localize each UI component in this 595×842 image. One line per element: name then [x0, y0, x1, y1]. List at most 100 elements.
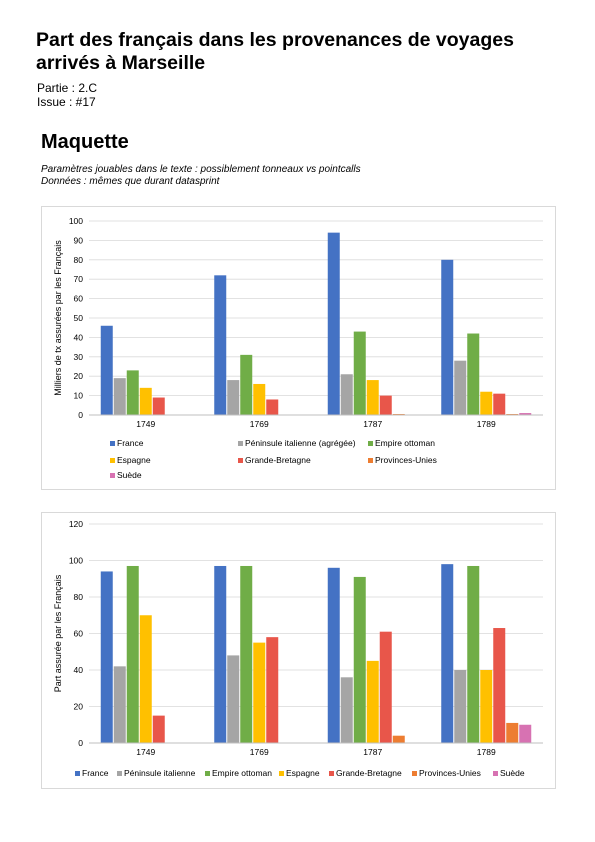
legend-swatch: [493, 771, 498, 776]
legend-swatch: [368, 458, 373, 463]
legend-item-france: France: [75, 768, 109, 778]
bar-grande-bretagne-1769: [266, 399, 279, 415]
bar-peninsule-italienne-agregee-1789: [454, 360, 467, 415]
bar-france-1787: [327, 567, 340, 743]
bar-espagne-1787: [366, 660, 379, 743]
y-tick-label: 100: [69, 556, 83, 566]
y-axis-label: Part assurée par les Français: [53, 574, 63, 692]
bar-peninsule-italienne-agregee-1769: [227, 380, 240, 415]
legend-label: Provinces-Unies: [419, 768, 481, 778]
legend-swatch: [238, 458, 243, 463]
bar-provinces-unies-1787: [392, 735, 405, 743]
bar-espagne-1787: [366, 380, 379, 415]
y-tick-label: 0: [78, 410, 83, 420]
y-tick-label: 80: [74, 592, 84, 602]
bar-france-1749: [100, 325, 113, 415]
bar-france-1749: [100, 571, 113, 743]
legend-item-suede: Suède: [110, 470, 142, 480]
bar-peninsule-italienne-1787: [340, 677, 353, 743]
bar-france-1787: [327, 232, 340, 415]
y-tick-label: 40: [74, 665, 84, 675]
y-tick-label: 90: [74, 235, 84, 245]
legend-item-france: France: [110, 438, 144, 448]
data-note: Données : mêmes que durant datasprint: [41, 176, 220, 187]
legend-label: France: [117, 438, 144, 448]
legend-label: Espagne: [286, 768, 320, 778]
legend: France Péninsule italienne Empire ottoman E…: [75, 768, 525, 778]
y-tick-label: 70: [74, 274, 84, 284]
bar-empire-ottoman-1749: [126, 370, 139, 415]
legend-swatch: [110, 458, 115, 463]
y-tick-label: 10: [74, 391, 84, 401]
legend-item-provinces-unies: Provinces-Unies: [412, 768, 481, 778]
chart-share-box: 0 20 40 60 80 100 120 Part assurée par les Fran…: [41, 512, 556, 789]
y-tick-label: 40: [74, 332, 84, 342]
bars: [100, 232, 532, 415]
legend-swatch: [205, 771, 210, 776]
legend-swatch: [75, 771, 80, 776]
x-tick-label-1787: 1787: [363, 747, 382, 757]
bar-empire-ottoman-1769: [240, 354, 253, 415]
legend-label: Suède: [117, 470, 142, 480]
legend-swatch: [412, 771, 417, 776]
bar-empire-ottoman-1787: [353, 331, 366, 415]
legend-label: Empire ottoman: [375, 438, 435, 448]
bar-empire-ottoman-1787: [353, 576, 366, 743]
bar-espagne-1749: [139, 387, 152, 415]
bar-peninsule-italienne-1789: [454, 670, 467, 743]
parameters-note: Paramètres jouables dans le texte : poss…: [41, 164, 361, 175]
bar-grande-bretagne-1787: [379, 395, 392, 415]
issue-label: Issue : #17: [37, 95, 96, 109]
legend-label: Espagne: [117, 455, 151, 465]
legend-swatch: [329, 771, 334, 776]
y-tick-label: 60: [74, 629, 84, 639]
bar-empire-ottoman-1749: [126, 565, 139, 743]
bar-espagne-1769: [253, 642, 266, 743]
y-tick-label: 30: [74, 352, 84, 362]
y-axis-label: Milliers de tx assurées par les Français: [53, 240, 63, 396]
legend-label: Grande-Bretagne: [245, 455, 311, 465]
bar-peninsule-italienne-agregee-1787: [340, 374, 353, 415]
bar-provinces-unies-1789: [506, 722, 519, 743]
bar-empire-ottoman-1789: [467, 333, 480, 415]
bar-france-1789: [441, 259, 454, 415]
legend-label: Péninsule italienne (agrégée): [245, 438, 356, 448]
y-tick-label: 0: [78, 738, 83, 748]
x-tick-label-1749: 1749: [136, 747, 155, 757]
bar-suede-1789: [519, 724, 532, 743]
bar-empire-ottoman-1789: [467, 565, 480, 743]
legend-swatch: [110, 441, 115, 446]
bar-peninsule-italienne-1749: [113, 666, 126, 743]
bar-espagne-1789: [480, 391, 493, 415]
y-tick-label: 20: [74, 702, 84, 712]
y-tick-label: 50: [74, 313, 84, 323]
legend-item-provinces-unies: Provinces-Unies: [368, 455, 437, 465]
chart-tonnage: 0 10 20 30 40 50 60 70 80 90 100 Milliers de tx ass…: [53, 216, 543, 480]
x-tick-label-1789: 1789: [477, 419, 496, 429]
bar-empire-ottoman-1769: [240, 565, 253, 743]
gridlines: [89, 220, 543, 416]
legend-swatch: [279, 771, 284, 776]
bar-espagne-1749: [139, 615, 152, 743]
bar-peninsule-italienne-agregee-1749: [113, 378, 126, 415]
bar-france-1769: [214, 565, 227, 743]
chart-share: 0 20 40 60 80 100 120 Part assurée par les Fran…: [53, 519, 543, 778]
bar-grande-bretagne-1749: [152, 397, 165, 415]
chart-tonnage-box: 0 10 20 30 40 50 60 70 80 90 100 Milliers de tx ass…: [41, 206, 556, 490]
y-tick-label: 20: [74, 371, 84, 381]
bar-france-1769: [214, 275, 227, 415]
bar-espagne-1789: [480, 670, 493, 743]
legend-item-peninsule-italienne-agregee: Péninsule italienne (agrégée): [238, 438, 356, 448]
partie-label: Partie : 2.C: [37, 81, 98, 95]
legend: France Péninsule italienne (agrégée) Empir…: [110, 438, 437, 480]
legend-swatch: [110, 473, 115, 478]
bar-suede-1789: [519, 413, 532, 415]
bar-grande-bretagne-1789: [493, 393, 506, 415]
x-tick-label-1769: 1769: [250, 419, 269, 429]
legend-label: Suède: [500, 768, 525, 778]
bar-grande-bretagne-1749: [152, 715, 165, 743]
y-tick-label: 80: [74, 255, 84, 265]
bar-grande-bretagne-1769: [266, 637, 279, 743]
x-tick-label-1787: 1787: [363, 419, 382, 429]
y-tick-label: 120: [69, 519, 83, 529]
